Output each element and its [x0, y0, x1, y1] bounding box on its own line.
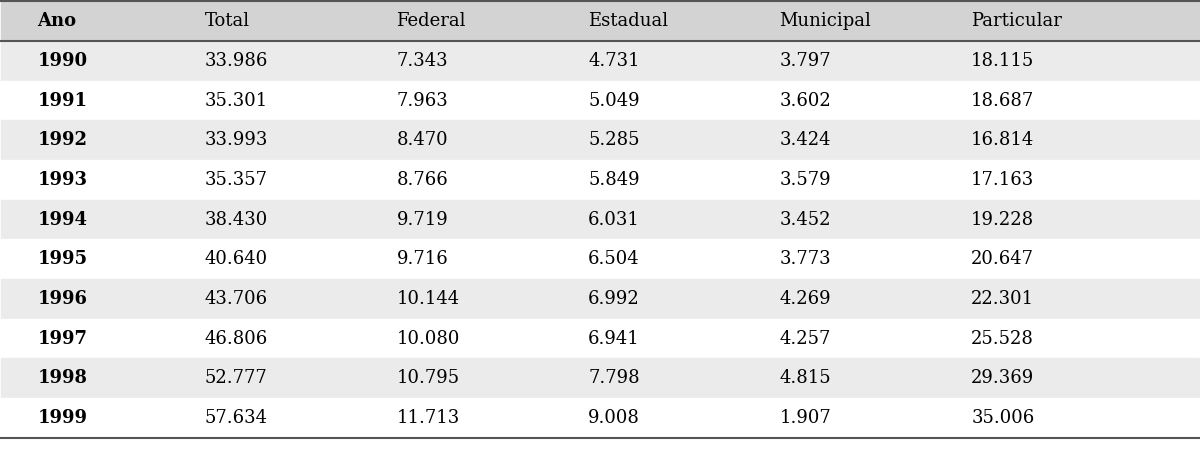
- Text: 3.452: 3.452: [780, 211, 832, 229]
- Text: 6.992: 6.992: [588, 290, 640, 308]
- Text: Particular: Particular: [971, 12, 1062, 30]
- Text: 38.430: 38.430: [205, 211, 268, 229]
- Text: 1996: 1996: [37, 290, 88, 308]
- Text: 3.424: 3.424: [780, 131, 832, 149]
- Text: 33.993: 33.993: [205, 131, 269, 149]
- Text: 1.907: 1.907: [780, 409, 832, 427]
- Text: 18.115: 18.115: [971, 52, 1034, 70]
- Bar: [1, 398, 1199, 438]
- Text: 35.357: 35.357: [205, 171, 268, 189]
- Text: 1992: 1992: [37, 131, 88, 149]
- Bar: [1, 120, 1199, 160]
- Text: 4.731: 4.731: [588, 52, 640, 70]
- Bar: [1, 279, 1199, 319]
- Text: 5.849: 5.849: [588, 171, 640, 189]
- Bar: [1, 358, 1199, 398]
- Text: 3.579: 3.579: [780, 171, 832, 189]
- Text: 17.163: 17.163: [971, 171, 1034, 189]
- Text: 9.716: 9.716: [396, 250, 449, 268]
- Text: 29.369: 29.369: [971, 369, 1034, 387]
- Text: 6.941: 6.941: [588, 330, 640, 347]
- Text: 33.986: 33.986: [205, 52, 269, 70]
- Text: Estadual: Estadual: [588, 12, 668, 30]
- Text: 25.528: 25.528: [971, 330, 1034, 347]
- Text: 11.713: 11.713: [396, 409, 460, 427]
- Text: 52.777: 52.777: [205, 369, 268, 387]
- Text: 7.963: 7.963: [396, 91, 449, 110]
- Bar: [1, 160, 1199, 200]
- Text: Municipal: Municipal: [780, 12, 871, 30]
- Text: 7.798: 7.798: [588, 369, 640, 387]
- Text: 8.766: 8.766: [396, 171, 449, 189]
- Text: 46.806: 46.806: [205, 330, 268, 347]
- Text: 1991: 1991: [37, 91, 88, 110]
- Text: 5.285: 5.285: [588, 131, 640, 149]
- Text: 10.795: 10.795: [396, 369, 460, 387]
- Bar: [1, 200, 1199, 240]
- Text: 35.301: 35.301: [205, 91, 268, 110]
- Text: 9.719: 9.719: [396, 211, 449, 229]
- Text: 16.814: 16.814: [971, 131, 1034, 149]
- Bar: [1, 81, 1199, 120]
- Text: 19.228: 19.228: [971, 211, 1034, 229]
- Text: 1995: 1995: [37, 250, 88, 268]
- Text: 10.144: 10.144: [396, 290, 460, 308]
- Text: 43.706: 43.706: [205, 290, 268, 308]
- Bar: [1, 319, 1199, 358]
- Text: 1990: 1990: [37, 52, 88, 70]
- Text: 3.773: 3.773: [780, 250, 832, 268]
- Text: 5.049: 5.049: [588, 91, 640, 110]
- Text: 20.647: 20.647: [971, 250, 1034, 268]
- Text: Ano: Ano: [37, 12, 77, 30]
- Text: 1999: 1999: [37, 409, 88, 427]
- Text: 1994: 1994: [37, 211, 88, 229]
- Bar: [1, 41, 1199, 81]
- Bar: [1, 240, 1199, 279]
- Text: 10.080: 10.080: [396, 330, 460, 347]
- Text: 57.634: 57.634: [205, 409, 268, 427]
- Text: 8.470: 8.470: [396, 131, 448, 149]
- Text: 40.640: 40.640: [205, 250, 268, 268]
- Text: 1997: 1997: [37, 330, 88, 347]
- Bar: [1, 1, 1199, 41]
- Text: 22.301: 22.301: [971, 290, 1034, 308]
- Text: 4.269: 4.269: [780, 290, 832, 308]
- Text: 4.257: 4.257: [780, 330, 830, 347]
- Text: 3.602: 3.602: [780, 91, 832, 110]
- Text: 6.031: 6.031: [588, 211, 640, 229]
- Text: 4.815: 4.815: [780, 369, 832, 387]
- Text: 18.687: 18.687: [971, 91, 1034, 110]
- Text: 1993: 1993: [37, 171, 88, 189]
- Text: 7.343: 7.343: [396, 52, 448, 70]
- Text: 1998: 1998: [37, 369, 88, 387]
- Text: 3.797: 3.797: [780, 52, 832, 70]
- Text: Federal: Federal: [396, 12, 466, 30]
- Text: 35.006: 35.006: [971, 409, 1034, 427]
- Text: Total: Total: [205, 12, 250, 30]
- Text: 6.504: 6.504: [588, 250, 640, 268]
- Text: 9.008: 9.008: [588, 409, 640, 427]
